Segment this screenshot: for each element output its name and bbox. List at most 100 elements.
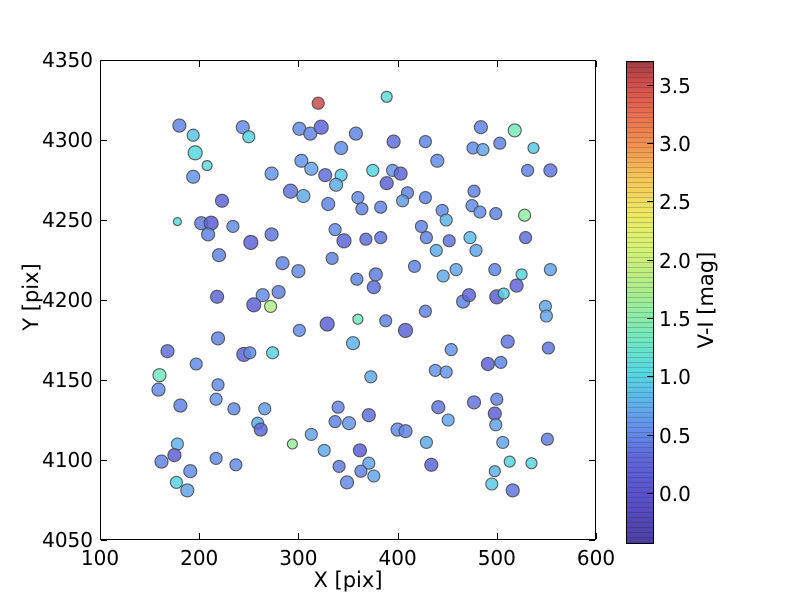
scatter-point [436, 269, 450, 283]
scatter-point [210, 331, 226, 346]
scatter-point [407, 259, 422, 273]
scatter-point [362, 456, 376, 470]
scatter-point [500, 334, 515, 349]
colorbar-label: V-I [mag] [694, 251, 718, 349]
scatter-point [521, 163, 535, 177]
colorbar-tick-label: 2.5 [659, 190, 691, 215]
scatter-point [366, 163, 380, 177]
scatter-point [214, 193, 230, 208]
scatter-point [442, 234, 456, 248]
scatter-point [494, 355, 508, 369]
scatter-point [418, 135, 432, 149]
scatter-point [364, 370, 378, 384]
tick-mark [589, 220, 595, 221]
x-axis-label: X [pix] [313, 568, 383, 592]
scatter-point [419, 435, 433, 449]
scatter-point [291, 264, 306, 279]
scatter-point [367, 469, 381, 483]
scatter-point [525, 457, 538, 470]
scatter-point [186, 128, 200, 142]
scatter-point [201, 227, 216, 242]
scatter-point [430, 153, 445, 168]
tick-mark [589, 60, 595, 61]
scatter-point [325, 251, 339, 265]
tick-mark [199, 61, 201, 67]
scatter-point [503, 455, 516, 468]
scatter-point [424, 457, 439, 472]
scatter-point [210, 289, 225, 304]
colorbar-tick-mark [647, 201, 653, 203]
scatter-point [518, 208, 532, 222]
scatter-point [331, 400, 345, 414]
scatter-point [354, 464, 368, 478]
tick-mark [589, 540, 595, 541]
colorbar-tick-label: 2.0 [659, 248, 691, 273]
scatter-point [211, 378, 225, 392]
tick-mark [100, 533, 101, 539]
tick-mark [101, 380, 107, 381]
scatter-point [334, 140, 349, 156]
scatter-point [313, 119, 329, 135]
scatter-point [183, 464, 198, 479]
colorbar-tick-label: 1.5 [659, 307, 691, 331]
scatter-point [152, 368, 167, 383]
scatter-point [439, 213, 453, 227]
scatter-point [418, 191, 432, 205]
scatter-point [419, 231, 433, 245]
scatter-point [311, 96, 325, 110]
scatter-point [319, 316, 335, 332]
scatter-point [172, 217, 182, 227]
scatter-point [386, 134, 401, 149]
y-axis-label: Y [pix] [19, 263, 43, 331]
scatter-point [350, 272, 364, 286]
tick-mark [596, 61, 597, 67]
scatter-point [543, 163, 558, 178]
scatter-point [368, 267, 383, 282]
scatter-point [490, 392, 504, 406]
scatter-point [509, 278, 524, 293]
colorbar-tick-mark [647, 434, 653, 436]
scatter-point [519, 231, 533, 245]
scatter-point [271, 284, 286, 300]
colorbar-tick-mark [647, 318, 653, 319]
scatter-point [449, 263, 463, 277]
scatter-point [359, 232, 373, 246]
tick-mark [496, 61, 498, 67]
scatter-point [418, 304, 432, 318]
scatter-point [170, 437, 184, 451]
scatter-point [461, 288, 477, 303]
scatter-point [282, 183, 299, 199]
scatter-point [496, 435, 510, 449]
scatter-point [414, 219, 428, 233]
scatter-point [172, 118, 187, 133]
scatter-point [374, 200, 388, 214]
tick-mark [397, 533, 399, 539]
y-tick-label: 4150 [42, 368, 93, 392]
scatter-point [167, 448, 182, 463]
y-tick-label: 4100 [42, 448, 93, 472]
scatter-point [352, 313, 364, 325]
scatter-point [173, 398, 188, 413]
scatter-point [515, 268, 528, 281]
scatter-point [398, 424, 413, 439]
scatter-point [303, 126, 318, 141]
scatter-point [361, 408, 376, 423]
colorbar-stripes [627, 62, 653, 543]
plot-area [100, 60, 597, 541]
scatter-point [209, 392, 223, 406]
x-tick-label: 600 [576, 546, 616, 570]
scatter-point [466, 395, 482, 410]
scatter-point [154, 454, 169, 469]
scatter-point [258, 402, 272, 416]
scatter-point [485, 477, 499, 491]
tick-mark [298, 61, 300, 67]
scatter-point [329, 177, 344, 192]
tick-mark [397, 61, 399, 67]
scatter-point [473, 205, 487, 219]
scatter-point [332, 459, 346, 473]
tick-mark [589, 460, 595, 461]
scatter-point [527, 141, 540, 155]
scatter-point [374, 231, 388, 245]
tick-mark [101, 300, 107, 301]
scatter-point [352, 443, 367, 458]
